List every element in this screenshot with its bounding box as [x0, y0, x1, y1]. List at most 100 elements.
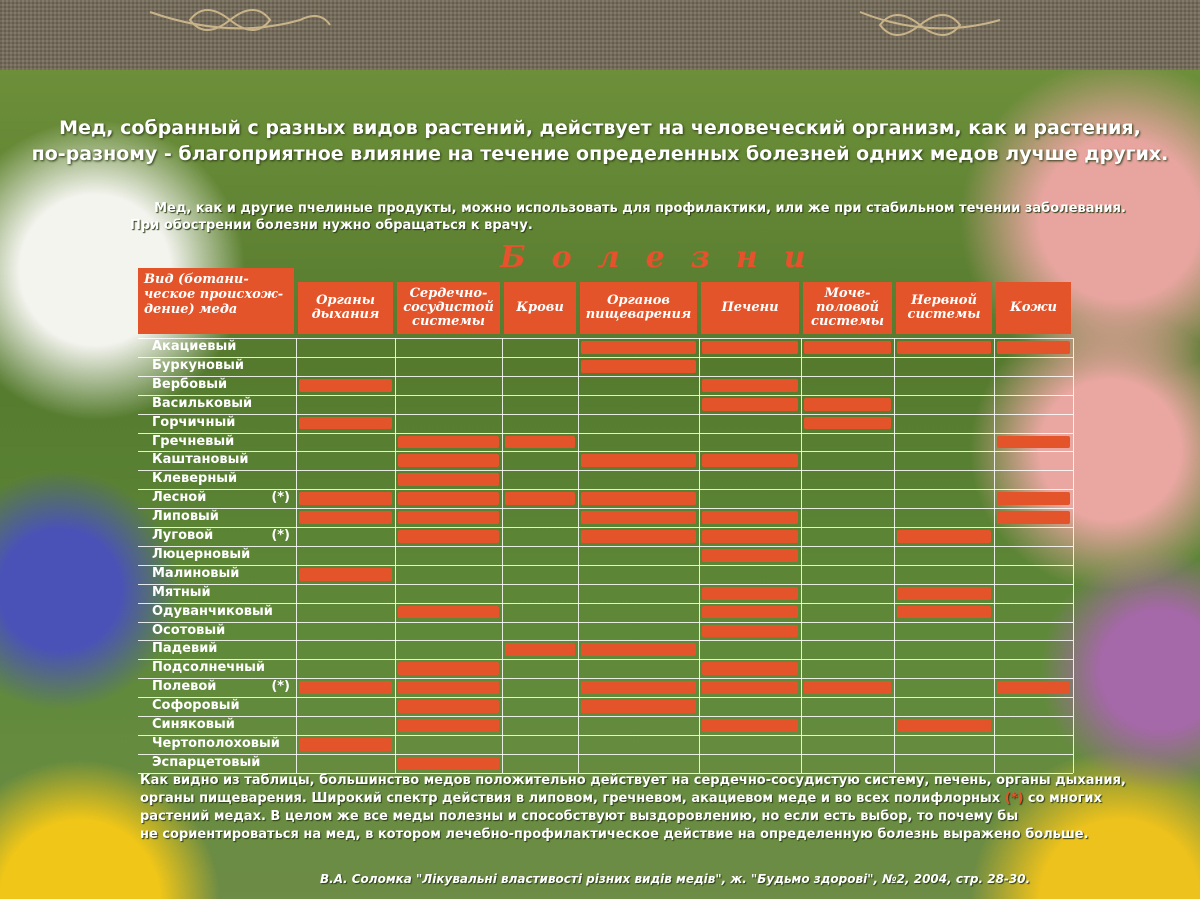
effect-bar	[702, 530, 798, 543]
column-header-7: Нервной системы	[896, 282, 992, 334]
honey-name: Акациевый	[152, 339, 237, 354]
grid-horizontal-line	[138, 659, 1073, 661]
effect-bar	[299, 416, 392, 430]
effect-bar	[702, 681, 798, 695]
honey-name: Буркуновый	[152, 357, 244, 373]
effect-bar	[897, 605, 991, 619]
effect-bar	[997, 492, 1070, 506]
source-citation: В.А. Соломка "Лікувальні властивості різ…	[320, 872, 1031, 886]
effect-bar	[398, 511, 499, 524]
footer-star-mark: (*)	[1004, 791, 1024, 806]
grid-horizontal-line	[138, 527, 1073, 528]
grid-vertical-line	[1073, 338, 1074, 773]
column-header-4: Органов пищеварения	[580, 282, 697, 334]
effect-bar	[804, 681, 891, 695]
honey-name: Малиновый	[152, 565, 240, 581]
column-header-5: Печени	[701, 282, 799, 334]
honey-name: Горчичный	[152, 414, 236, 430]
row-label: Горчичный	[138, 414, 296, 433]
row-label: Чертополоховый	[138, 735, 296, 754]
footer-line-2: органы пищеварения. Широкий спектр дейст…	[140, 790, 1160, 808]
grid-horizontal-line	[138, 564, 1073, 566]
subtitle-line-1: Мед, как и другие пчелиные продукты, мож…	[154, 201, 1126, 216]
subtitle-line-2: При обострении болезни нужно обращаться …	[130, 218, 533, 233]
effect-bar	[897, 530, 991, 543]
effect-bar	[702, 605, 798, 619]
honey-name: Вербовый	[152, 376, 228, 392]
row-label: Вербовый	[138, 376, 296, 395]
grid-horizontal-line	[138, 545, 1073, 547]
effect-bar	[702, 624, 798, 638]
effect-bar	[581, 643, 696, 657]
row-label: Осотовый	[138, 622, 296, 641]
row-label: Малиновый	[138, 565, 296, 584]
grid-horizontal-line	[138, 375, 1073, 377]
effect-bar	[299, 681, 392, 695]
grid-horizontal-line	[138, 356, 1073, 358]
effect-bar	[897, 341, 991, 354]
honey-name: Люцерновый	[152, 546, 251, 562]
footer-line-4: не сориентироваться на мед, в котором ле…	[140, 827, 1089, 842]
column-header-6: Моче-половой системы	[803, 282, 892, 334]
effect-bar	[581, 454, 696, 468]
row-label: Клеверный	[138, 470, 296, 489]
column-header-1: Органы дыхания	[298, 282, 393, 334]
grid-horizontal-line	[138, 753, 1073, 755]
honey-name: Осотовый	[152, 622, 226, 638]
honey-name: Софоровый	[152, 698, 240, 714]
honey-name: Гречневый	[152, 433, 235, 449]
twine-decoration	[149, 9, 1001, 36]
honey-name: Подсолнечный	[152, 660, 266, 676]
honey-name: Одуванчиковый	[152, 603, 273, 619]
honey-name: Лесной	[152, 490, 207, 506]
effect-bar	[997, 511, 1070, 524]
polyfloral-mark: (*)	[271, 528, 290, 543]
effect-bar	[505, 435, 575, 449]
corner-header: Вид (ботани-ческое происхож-дение) меда	[138, 268, 294, 334]
effect-bar	[581, 700, 696, 713]
effect-bar	[581, 341, 696, 354]
row-label: Эспарцетовый	[138, 754, 296, 773]
grid-vertical-line	[296, 338, 297, 773]
grid-horizontal-line	[138, 489, 1073, 491]
honey-name: Мятный	[152, 584, 211, 600]
row-label: Луговой (*)	[138, 527, 296, 546]
row-label: Гречневый	[138, 433, 296, 452]
footer-line-3: растений медах. В целом же все меды поле…	[140, 809, 1019, 824]
grid-horizontal-line	[138, 772, 1073, 774]
effect-bar	[299, 737, 392, 751]
row-label: Липовый	[138, 508, 296, 527]
grid-horizontal-line	[138, 678, 1073, 680]
effect-bar	[581, 511, 696, 524]
grid-horizontal-line	[138, 602, 1073, 604]
effect-bar	[897, 586, 991, 600]
footer-line-1: Как видно из таблицы, большинство медов …	[140, 773, 1126, 788]
grid-horizontal-line	[138, 432, 1073, 434]
row-label: Каштановый	[138, 451, 296, 470]
grid-horizontal-line	[138, 697, 1073, 699]
poster-background	[0, 70, 1200, 899]
effect-bar	[398, 700, 499, 713]
effect-bar	[702, 397, 798, 411]
honey-name: Васильковый	[152, 395, 253, 411]
effect-bar	[804, 397, 891, 411]
effect-bar	[702, 341, 798, 354]
honey-name: Синяковый	[152, 717, 235, 732]
grid-vertical-line	[801, 338, 802, 773]
column-header-8: Кожи	[996, 282, 1071, 334]
grid-vertical-line	[578, 338, 579, 773]
row-label: Васильковый	[138, 395, 296, 414]
honey-name: Клеверный	[152, 471, 238, 487]
grid-vertical-line	[395, 338, 396, 773]
diseases-title: Болезни	[500, 240, 832, 275]
footer-line-2a: органы пищеварения. Широкий спектр дейст…	[140, 791, 1001, 806]
effect-bar	[398, 681, 499, 695]
row-label: Акациевый	[138, 338, 296, 357]
grid-vertical-line	[699, 338, 700, 773]
effect-bar	[398, 454, 499, 468]
grid-vertical-line	[502, 338, 503, 773]
effect-bar	[398, 662, 499, 676]
grid-horizontal-line	[138, 508, 1073, 510]
honey-name: Чертополоховый	[152, 735, 280, 751]
burlap-backdrop	[0, 0, 1200, 78]
